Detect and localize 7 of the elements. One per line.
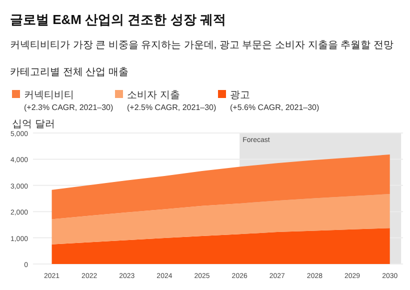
legend-label: 커넥티비티 (+2.3% CAGR, 2021–30) — [24, 90, 114, 112]
chart-title: 글로벌 E&M 산업의 견조한 성장 궤적 — [10, 12, 226, 27]
text: 카테고리별 전체 산업 매출 — [10, 67, 128, 78]
y-axis-title: 십억 달러 — [12, 119, 55, 130]
legend-label: 광고 (+5.6% CAGR, 2021–30) — [230, 90, 320, 112]
chart-subtitle: 커넥티비티가 가장 큰 비중을 유지하는 가운데, 광고 부문은 소비자 지출을 추월할 전망 — [10, 40, 394, 51]
legend-label: 소비자 지출 (+2.5% CAGR, 2021–30) — [127, 90, 216, 112]
